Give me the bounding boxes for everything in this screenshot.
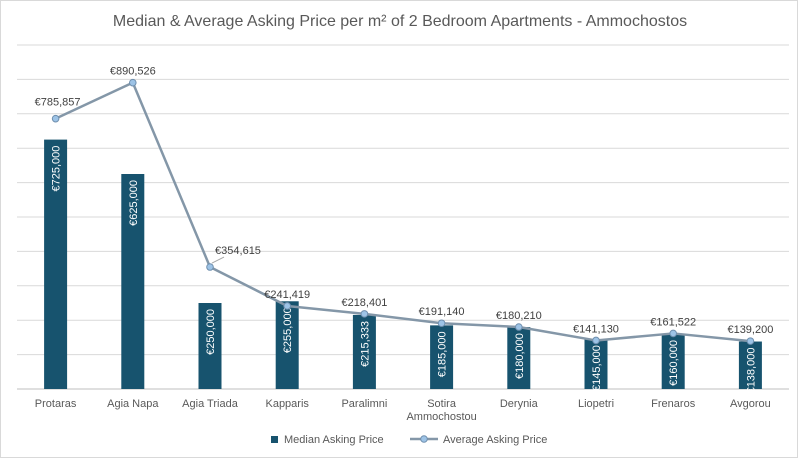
category-label: Liopetri — [578, 398, 614, 410]
bar-median — [584, 339, 608, 389]
category-label: Kapparis — [265, 398, 309, 410]
legend: Median Asking Price Average Asking Price — [271, 434, 547, 446]
line-data-label: €161,522 — [650, 316, 696, 328]
line-marker — [206, 263, 214, 271]
bar-data-label: €185,000 — [437, 331, 449, 377]
line-data-label: €180,210 — [496, 310, 542, 322]
legend-swatch-average-marker — [420, 435, 428, 443]
bar-median — [275, 301, 299, 389]
line-data-label: €785,857 — [35, 97, 81, 109]
bar-data-label: €160,000 — [668, 340, 680, 386]
line-marker — [360, 310, 369, 318]
bar-data-label: €725,000 — [51, 146, 63, 192]
category-label: Frenaros — [651, 398, 696, 410]
bar-data-label: €625,000 — [128, 180, 140, 226]
line-data-label: €354,615 — [215, 245, 261, 257]
category-label: Ammochostou — [406, 411, 476, 423]
line-data-label: €241,419 — [264, 289, 310, 301]
bar-data-label: €215,333 — [359, 321, 371, 367]
bar-data-label: €138,000 — [745, 348, 757, 394]
bar-data-label: €180,000 — [514, 333, 526, 379]
line-data-label: €141,130 — [573, 323, 619, 335]
line-marker — [746, 337, 755, 345]
category-label: Sotira — [427, 398, 457, 410]
line-marker — [515, 323, 523, 331]
line-marker — [592, 336, 600, 345]
line-marker — [437, 319, 446, 328]
bar-median — [661, 333, 685, 389]
bar-data-label: €145,000 — [591, 345, 603, 391]
bar-median — [430, 325, 454, 389]
chart-title: Median & Average Asking Price per m² of … — [113, 13, 687, 30]
line-average — [55, 81, 751, 343]
bar-median — [352, 314, 376, 389]
category-label: Agia Napa — [107, 398, 159, 410]
line-marker — [283, 302, 292, 310]
line-data-label: €191,140 — [419, 306, 465, 318]
legend-label-average: Average Asking Price — [443, 434, 547, 446]
leader-line — [211, 256, 225, 264]
category-label: Derynia — [500, 398, 539, 410]
line-marker — [669, 329, 678, 338]
line-data-label: €890,526 — [110, 66, 156, 78]
category-label: Paralimni — [341, 398, 387, 410]
legend-swatch-median — [271, 436, 278, 443]
category-label: Avgorou — [730, 398, 771, 410]
line-data-label: €218,401 — [341, 297, 387, 309]
gridlines — [17, 44, 789, 390]
line-marker — [51, 114, 60, 123]
bar-median — [198, 303, 222, 389]
category-labels: Protaras Agia Napa Agia Triada Kapparis Para… — [35, 398, 771, 423]
category-label: Protaras — [35, 398, 77, 410]
bar-median — [121, 174, 145, 389]
bar-series: €725,000 €625,000 €250,000 €255,000 €215,333… — [44, 139, 762, 394]
line-marker — [129, 78, 137, 87]
line-data-label: €139,200 — [727, 324, 773, 336]
legend-label-median: Median Asking Price — [284, 434, 384, 446]
category-label: Agia Triada — [182, 398, 239, 410]
bar-data-label: €255,000 — [282, 307, 294, 353]
bar-data-label: €250,000 — [205, 309, 217, 355]
bar-median — [738, 341, 762, 389]
bar-median — [507, 327, 531, 389]
bar-median — [44, 139, 68, 389]
line-series: €785,857 €890,526 €354,615 €241,419 €218,401… — [35, 66, 773, 345]
